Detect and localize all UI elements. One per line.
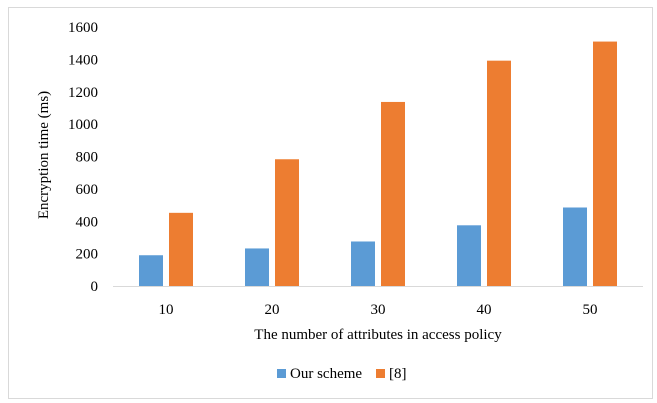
y-tick-label: 400 <box>76 214 99 230</box>
bar-series-1-cat-1 <box>275 159 299 286</box>
bar-series-0-cat-1 <box>245 248 269 286</box>
legend-swatch-series-1 <box>376 369 385 378</box>
bar-series-1-cat-4 <box>593 41 617 286</box>
y-tick-label: 1000 <box>68 117 98 133</box>
x-tick-label: 50 <box>583 302 598 318</box>
x-tick-label: 40 <box>477 302 492 318</box>
y-tick-label: 1400 <box>68 52 98 68</box>
y-tick-label: 0 <box>91 279 99 295</box>
legend: Our scheme [8] <box>277 366 407 382</box>
y-tick-label: 1600 <box>68 20 98 36</box>
bar-series-1-cat-2 <box>381 101 405 287</box>
y-axis-ticks: 0 200 400 600 800 1000 1200 1400 1600 <box>68 20 98 295</box>
x-tick-label: 30 <box>371 302 386 318</box>
x-tick-label: 10 <box>159 302 174 318</box>
x-axis-title: The number of attributes in access polic… <box>254 327 502 343</box>
bar-series-0-cat-3 <box>457 225 481 286</box>
y-tick-label: 1200 <box>68 85 98 101</box>
bars <box>139 41 617 287</box>
legend-label-series-1: [8] <box>389 366 407 382</box>
x-axis-ticks: 10 20 30 40 50 <box>159 302 598 318</box>
bar-series-1-cat-0 <box>169 212 193 286</box>
chart-frame <box>8 7 653 399</box>
bar-series-1-cat-3 <box>487 60 511 286</box>
x-tick-label: 20 <box>265 302 280 318</box>
y-axis-title: Encryption time (ms) <box>36 91 52 219</box>
legend-label-series-0: Our scheme <box>290 366 362 382</box>
bar-series-0-cat-2 <box>351 241 375 286</box>
y-tick-label: 600 <box>76 182 99 198</box>
legend-swatch-series-0 <box>277 369 286 378</box>
y-tick-label: 800 <box>76 150 99 166</box>
bar-series-0-cat-0 <box>139 255 163 286</box>
bar-series-0-cat-4 <box>563 207 587 286</box>
y-tick-label: 200 <box>76 247 99 263</box>
